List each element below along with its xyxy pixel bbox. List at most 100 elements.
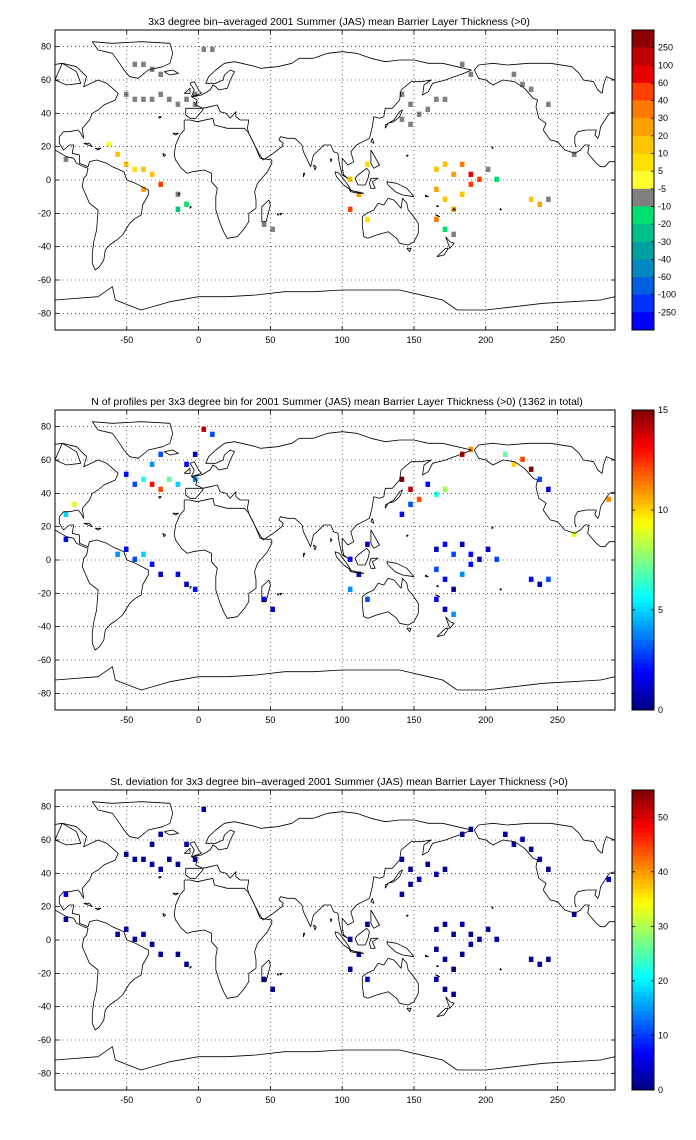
- bin-cell: [149, 861, 155, 867]
- bin-cell: [494, 176, 499, 182]
- bin-cell: [442, 226, 448, 232]
- colorbar-swatch: [632, 475, 654, 481]
- coastline: [349, 949, 365, 954]
- colorbar-swatch: [632, 1043, 654, 1049]
- bin-cell: [270, 606, 275, 612]
- coastline: [370, 149, 380, 169]
- bin-cell: [459, 571, 465, 577]
- bin-cell: [442, 161, 448, 167]
- bin-cell: [210, 431, 215, 437]
- coastline: [183, 847, 191, 854]
- coastline: [452, 208, 456, 211]
- coastline: [499, 588, 502, 591]
- colorbar-swatch: [632, 583, 654, 589]
- bin-cell: [63, 156, 69, 162]
- colorbar-swatch: [632, 991, 654, 997]
- bin-cell: [347, 206, 353, 212]
- coastlines: [55, 801, 615, 1071]
- colorbar: 0 5 10 15: [631, 405, 668, 715]
- colorbar-swatch: [632, 1047, 654, 1053]
- coastline: [83, 902, 93, 908]
- bin-cell: [537, 476, 543, 482]
- coastline: [91, 801, 174, 839]
- bin-cell: [158, 571, 163, 577]
- colorbar-swatch: [632, 461, 654, 467]
- coastline: [162, 912, 166, 918]
- colorbar-label: 0: [658, 1085, 663, 1095]
- bin-cell: [141, 166, 146, 172]
- coastline: [386, 561, 415, 578]
- bin-cells: [63, 426, 611, 617]
- coastline: [499, 208, 502, 211]
- colorbar-swatch: [632, 206, 654, 225]
- coastline: [384, 489, 403, 509]
- colorbar-swatch: [632, 1057, 654, 1063]
- x-tick-label: -50: [120, 1095, 133, 1105]
- bin-cell: [528, 956, 534, 962]
- colorbar-swatch: [632, 1085, 654, 1091]
- colorbar-frame: [631, 29, 655, 331]
- bin-cell: [520, 836, 525, 842]
- bin-cell: [175, 951, 181, 957]
- colorbar-swatch: [632, 188, 654, 207]
- bin-cell: [123, 471, 129, 477]
- colorbar-swatch: [632, 681, 654, 687]
- bin-cell: [468, 941, 474, 947]
- bin-cell: [132, 856, 138, 862]
- bin-cell: [132, 166, 138, 172]
- bin-cell: [399, 856, 405, 862]
- bin-cell: [520, 456, 525, 462]
- bin-cell: [158, 951, 163, 957]
- y-tick-label: 60: [41, 75, 51, 85]
- panel-bin-averaged-blt: 3x3 degree bin–averaged 2001 Summer (JAS…: [38, 16, 676, 345]
- coastline: [162, 532, 166, 538]
- bin-cell: [434, 976, 439, 982]
- colorbar-swatch: [632, 447, 654, 453]
- colorbar-swatch: [632, 494, 654, 500]
- colorbar-swatch: [632, 419, 654, 425]
- bin-cell: [528, 846, 534, 852]
- coastline: [55, 442, 82, 466]
- colorbar-swatch: [632, 517, 654, 523]
- bin-cell: [442, 96, 448, 102]
- colorbar-swatch: [632, 813, 654, 819]
- colorbar-swatch: [632, 977, 654, 983]
- bin-cell: [451, 991, 456, 997]
- bin-cell: [459, 921, 465, 927]
- colorbar-swatch: [632, 860, 654, 866]
- coastline: [185, 107, 204, 119]
- colorbar-swatch: [632, 822, 654, 828]
- colorbar-swatch: [632, 832, 654, 838]
- y-tick-label: -20: [38, 208, 51, 218]
- bin-cell: [123, 851, 129, 857]
- bin-cell: [158, 91, 163, 97]
- x-tick-label: 250: [550, 335, 565, 345]
- colorbar-swatch: [632, 644, 654, 650]
- coastline: [491, 906, 494, 909]
- bin-cell: [184, 961, 189, 967]
- bin-cell: [192, 476, 198, 482]
- colorbar-swatch: [632, 672, 654, 678]
- bin-cell: [528, 86, 534, 92]
- bin-cell: [132, 936, 138, 942]
- colorbar-swatch: [632, 602, 654, 608]
- colorbar-swatch: [632, 653, 654, 659]
- colorbar-label: -60: [658, 272, 671, 282]
- y-tick-label: 0: [46, 175, 51, 185]
- colorbar-swatch: [632, 1000, 654, 1007]
- colorbar-swatch: [632, 611, 654, 617]
- y-tick-label: -40: [38, 1002, 51, 1012]
- coastline: [303, 552, 306, 558]
- bin-cell: [365, 541, 370, 547]
- bin-cell: [434, 186, 439, 192]
- bin-cell: [468, 71, 474, 77]
- coastline: [369, 937, 379, 949]
- x-tick-label: 50: [265, 335, 275, 345]
- bin-cell: [606, 496, 611, 502]
- x-tick-label: 0: [196, 335, 201, 345]
- y-tick-label: 20: [41, 522, 51, 532]
- coastline: [185, 487, 204, 499]
- colorbar-frame: [631, 409, 655, 711]
